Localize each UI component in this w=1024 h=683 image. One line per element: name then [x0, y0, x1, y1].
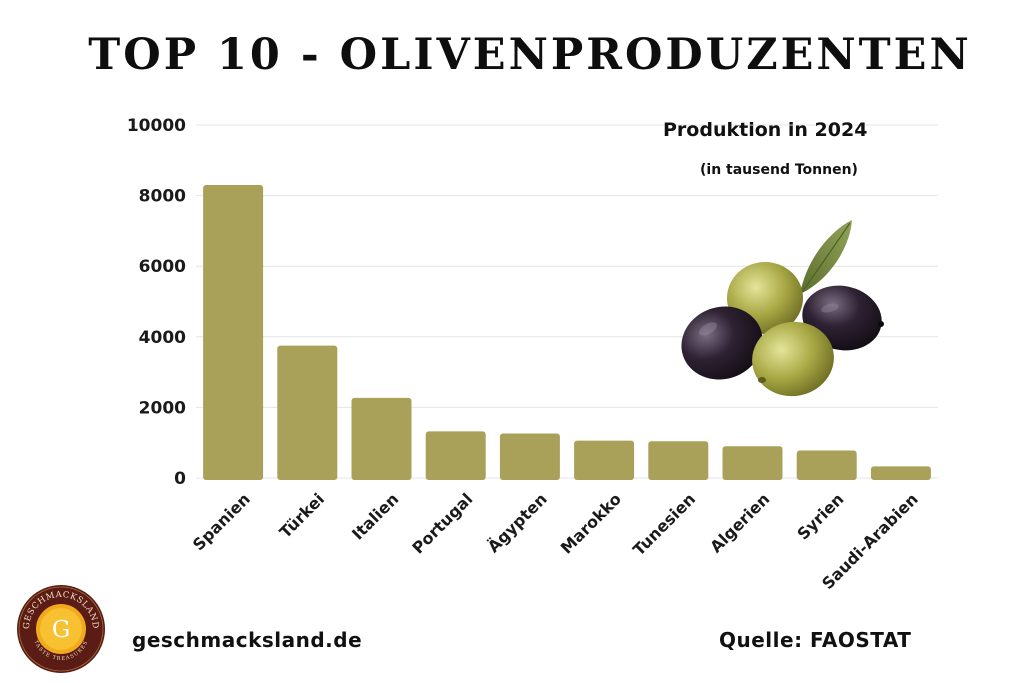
y-tick-label: 6000	[139, 257, 186, 277]
x-tick-label: Italien	[348, 489, 402, 543]
x-tick-label: Tunesien	[629, 489, 699, 559]
x-axis-labels: Spanien Türkei Italien Portugal Ägypten Marok…	[189, 489, 922, 593]
source-note: Quelle: FAOSTAT	[719, 628, 912, 652]
olive-green-front	[752, 321, 834, 397]
bar-tunesien	[648, 441, 709, 480]
bar-italien	[351, 397, 412, 480]
chart-title: Produktion in 2024	[663, 119, 868, 141]
brand-logo: G GESCHMACKSLAND TASTE TREASURES	[17, 585, 105, 673]
olive-dark-left	[681, 306, 763, 380]
chart-subtitle: (in tausend Tonnen)	[700, 162, 858, 178]
x-tick-label: Algerien	[706, 489, 773, 556]
x-tick-label: Marokko	[557, 489, 625, 557]
x-tick-label: Spanien	[189, 489, 254, 554]
y-tick-label: 2000	[139, 398, 186, 418]
bar-spanien	[203, 185, 264, 480]
bar-portugal	[425, 431, 486, 480]
bar-algerien	[722, 446, 783, 480]
x-tick-label: Portugal	[408, 489, 476, 557]
bar-türkei	[277, 345, 338, 480]
page-title: TOP 10 - OLIVENPRODUZENTEN	[88, 30, 972, 80]
bar-marokko	[574, 440, 635, 480]
bars	[203, 185, 931, 480]
x-tick-label: Türkei	[276, 489, 328, 541]
olives-icon	[681, 220, 884, 397]
y-axis-ticks: 0 2000 4000 6000 8000 10000	[127, 116, 186, 489]
logo-letter: G	[52, 617, 70, 643]
bar-saudi-arabien	[870, 466, 931, 480]
website-link[interactable]: geschmacksland.de	[132, 628, 363, 652]
bar-syrien	[796, 450, 857, 480]
bar-ägypten	[499, 433, 560, 480]
y-tick-label: 10000	[127, 116, 186, 136]
x-tick-label: Ägypten	[484, 489, 551, 556]
y-tick-label: 8000	[139, 187, 186, 207]
x-tick-label: Syrien	[793, 489, 847, 543]
y-tick-label: 0	[174, 469, 186, 489]
y-tick-label: 4000	[139, 328, 186, 348]
